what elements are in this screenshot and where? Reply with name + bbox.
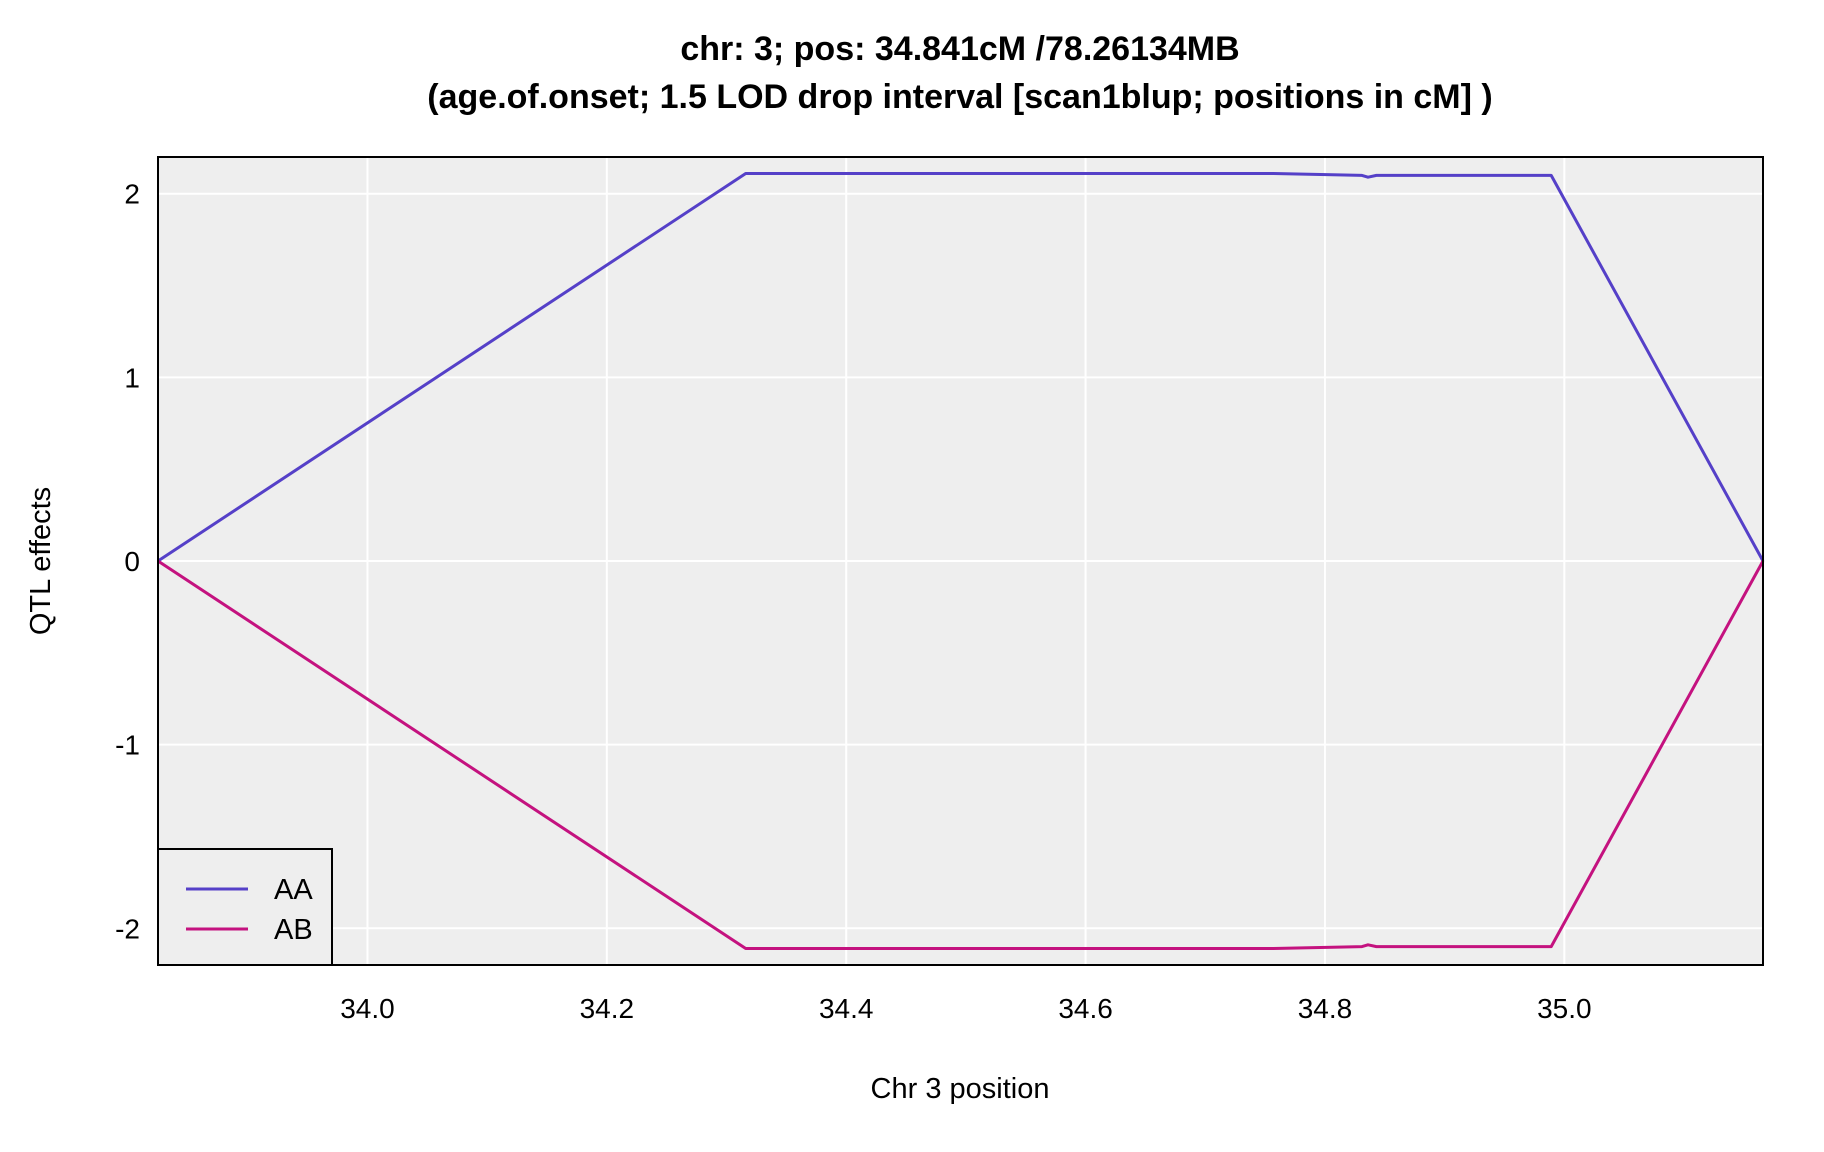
- x-tick-label: 34.4: [819, 993, 874, 1024]
- legend-box: [157, 848, 333, 966]
- y-tick-label: 1: [124, 362, 140, 393]
- series-lines: [157, 172, 1765, 950]
- grid-lines: [158, 157, 1763, 965]
- legend: AA AB: [157, 848, 333, 966]
- x-tick-label: 34.2: [580, 993, 635, 1024]
- y-axis-ticks: 2 1 0 -1 -2: [115, 179, 140, 945]
- y-tick-label: -2: [115, 913, 140, 944]
- y-tick-label: 2: [124, 179, 140, 210]
- x-tick-label: 35.0: [1537, 993, 1592, 1024]
- legend-label-aa: AA: [274, 874, 313, 906]
- series-line-aa: [157, 172, 1765, 563]
- series-line-ab: [157, 559, 1765, 950]
- x-axis-ticks: 34.0 34.2 34.4 34.6 34.8 35.0: [340, 993, 1591, 1024]
- x-axis-label: Chr 3 position: [871, 1073, 1050, 1105]
- legend-label-ab: AB: [274, 914, 313, 946]
- x-tick-label: 34.8: [1298, 993, 1353, 1024]
- chart-title-line2: (age.of.onset; 1.5 LOD drop interval [sc…: [427, 78, 1492, 116]
- y-tick-label: -1: [115, 730, 140, 761]
- chart-title-line1: chr: 3; pos: 34.841cM /78.26134MB: [680, 30, 1239, 68]
- plot-frame: [157, 156, 1764, 966]
- x-tick-label: 34.0: [340, 993, 395, 1024]
- y-axis-label: QTL effects: [25, 487, 57, 635]
- y-tick-label: 0: [124, 546, 140, 577]
- x-tick-label: 34.6: [1058, 993, 1113, 1024]
